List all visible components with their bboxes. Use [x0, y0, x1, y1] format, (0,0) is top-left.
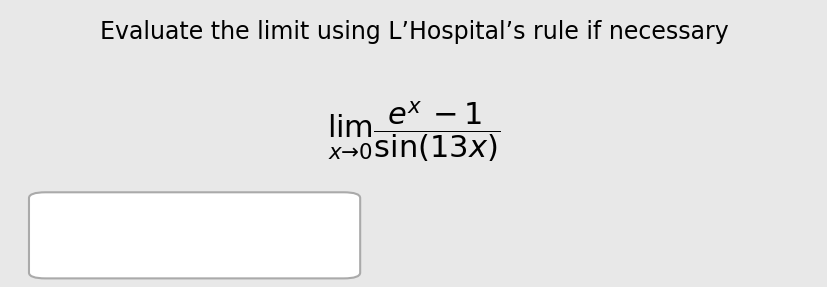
FancyBboxPatch shape	[29, 192, 360, 278]
Text: Evaluate the limit using L’Hospital’s rule if necessary: Evaluate the limit using L’Hospital’s ru…	[99, 20, 728, 44]
Text: $\lim_{x \to 0} \dfrac{e^x - 1}{\sin(13x)}$: $\lim_{x \to 0} \dfrac{e^x - 1}{\sin(13x…	[327, 100, 500, 164]
